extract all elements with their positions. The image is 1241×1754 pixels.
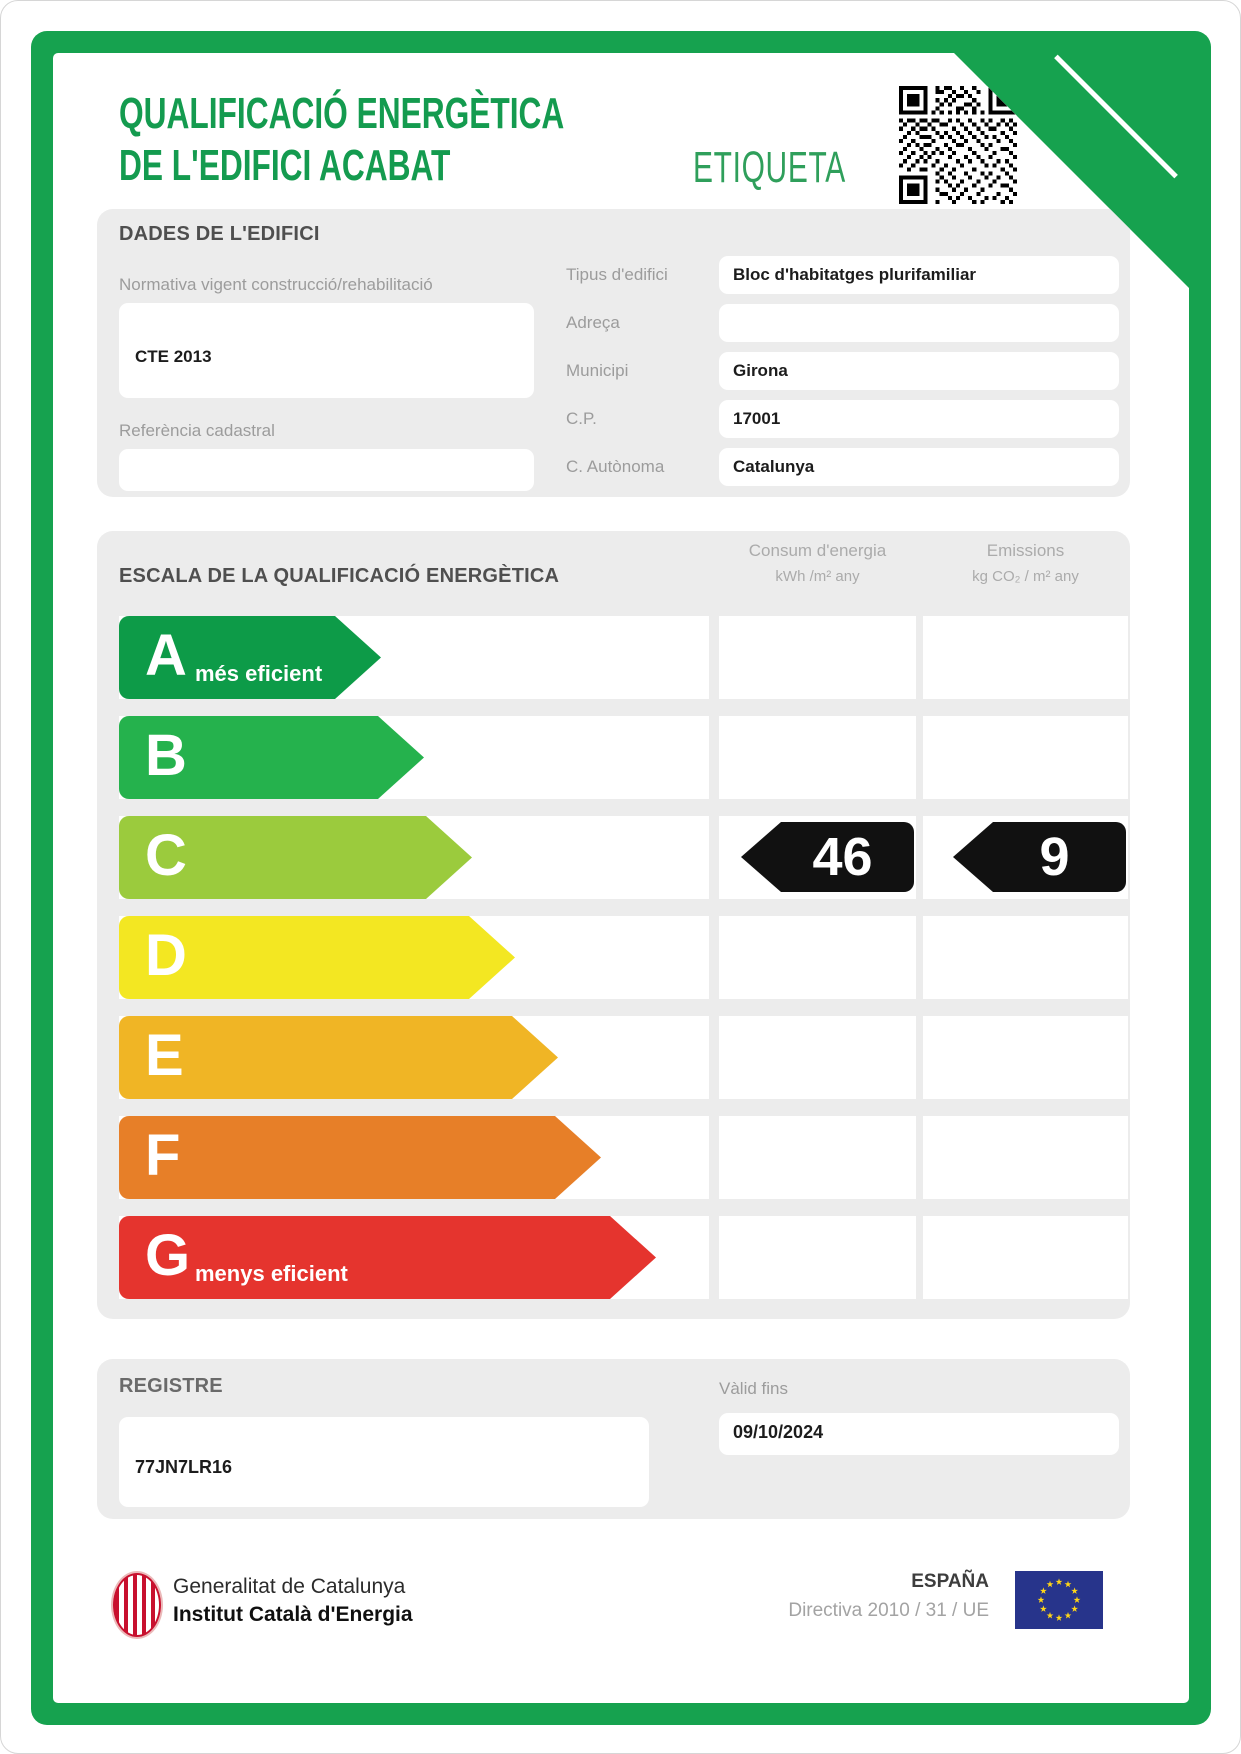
emissions-cell-d bbox=[923, 916, 1128, 999]
autonoma-label: C. Autònoma bbox=[566, 457, 665, 476]
footer-right-block: ESPAÑA Directiva 2010 / 31 / UE bbox=[788, 1571, 989, 1622]
scale-section-title: ESCALA DE LA QUALIFICACIÓ ENERGÈTICA bbox=[119, 565, 560, 587]
scale-letter-g: G bbox=[145, 1222, 191, 1288]
consum-cell-a bbox=[719, 616, 916, 699]
autonoma-field[interactable]: Catalunya bbox=[719, 448, 1119, 486]
emissions-value: 9 bbox=[1039, 827, 1070, 887]
normativa-field[interactable]: CTE 2013 bbox=[119, 303, 534, 398]
tipus-edifici-value: Bloc d'habitatges plurifamiliar bbox=[733, 265, 977, 284]
scale-letter-d: D bbox=[145, 922, 187, 988]
generalitat-line1: Generalitat de Catalunya bbox=[173, 1575, 406, 1598]
adreca-label: Adreça bbox=[566, 313, 620, 332]
ref-cadastral-field[interactable] bbox=[119, 449, 534, 491]
tipus-edifici-label: Tipus d'edifici bbox=[566, 265, 668, 284]
scale-arrow-b: B bbox=[119, 716, 424, 799]
consum-header-text: Consum d'energia bbox=[748, 541, 887, 560]
consum-cell-f bbox=[719, 1116, 916, 1199]
scale-letter-c: C bbox=[145, 822, 187, 888]
scale-arrow-d: D bbox=[119, 916, 515, 999]
etiqueta-label: ETIQUETA bbox=[693, 143, 846, 192]
emissions-value-arrow: 9 bbox=[953, 822, 1126, 892]
scale-letter-a: A bbox=[145, 622, 187, 688]
scale-sublabel-a: més eficient bbox=[195, 661, 323, 686]
valid-fins-value: 09/10/2024 bbox=[733, 1422, 824, 1442]
consum-column-header: Consum d'energia kWh /m² any bbox=[719, 541, 916, 585]
energy-scale-section: ESCALA DE LA QUALIFICACIÓ ENERGÈTICA Con… bbox=[97, 531, 1130, 1319]
consum-cell-d bbox=[719, 916, 916, 999]
valid-fins-field[interactable]: 09/10/2024 bbox=[719, 1413, 1119, 1455]
scale-letter-e: E bbox=[145, 1022, 184, 1088]
emissions-cell-e bbox=[923, 1016, 1128, 1099]
emissions-cell-b bbox=[923, 716, 1128, 799]
consum-cell-c: 46 bbox=[719, 816, 916, 899]
espana-label: ESPAÑA bbox=[911, 1571, 989, 1592]
scale-arrow-e: E bbox=[119, 1016, 558, 1099]
consum-value: 46 bbox=[812, 827, 873, 887]
consum-cell-b bbox=[719, 716, 916, 799]
consum-cell-g bbox=[719, 1216, 916, 1299]
emissions-units-text: kg CO₂ / m² any bbox=[972, 568, 1079, 585]
generalitat-line2: Institut Català d'Energia bbox=[173, 1603, 413, 1626]
page-title-line2: DE L'EDIFICI ACABAT bbox=[119, 141, 451, 190]
scale-arrow-a: A més eficient bbox=[119, 616, 381, 699]
emissions-column-header: Emissions kg CO₂ / m² any bbox=[923, 541, 1128, 585]
registre-section: REGISTRE 77JN7LR16 Vàlid fins 09/10/2024 bbox=[97, 1359, 1130, 1519]
building-section-title: DADES DE L'EDIFICI bbox=[119, 223, 320, 245]
scale-letter-b: B bbox=[145, 722, 187, 788]
consum-units-text: kWh /m² any bbox=[775, 568, 860, 585]
registre-number: 77JN7LR16 bbox=[135, 1457, 233, 1477]
tipus-edifici-field[interactable]: Bloc d'habitatges plurifamiliar bbox=[719, 256, 1119, 294]
valid-fins-label: Vàlid fins bbox=[719, 1379, 788, 1398]
emissions-cell-g bbox=[923, 1216, 1128, 1299]
scale-arrow-f: F bbox=[119, 1116, 601, 1199]
adreca-value bbox=[719, 304, 1119, 313]
cp-value: 17001 bbox=[733, 409, 781, 428]
ref-cadastral-label: Referència cadastral bbox=[119, 421, 275, 440]
generalitat-shield-icon bbox=[113, 1573, 161, 1637]
consum-value-arrow: 46 bbox=[741, 822, 914, 892]
scale-arrow-c: C bbox=[119, 816, 472, 899]
green-frame: QUALIFICACIÓ ENERGÈTICA DE L'EDIFICI ACA… bbox=[31, 31, 1211, 1725]
municipi-field[interactable]: Girona bbox=[719, 352, 1119, 390]
scale-arrow-g: G menys eficient bbox=[119, 1216, 656, 1299]
adreca-field[interactable] bbox=[719, 304, 1119, 342]
municipi-label: Municipi bbox=[566, 361, 629, 380]
cp-field[interactable]: 17001 bbox=[719, 400, 1119, 438]
qr-code-icon bbox=[899, 86, 1017, 204]
page-title-line1: QUALIFICACIÓ ENERGÈTICA bbox=[119, 89, 565, 138]
emissions-cell-f bbox=[923, 1116, 1128, 1199]
directiva-label: Directiva 2010 / 31 / UE bbox=[788, 1600, 989, 1621]
scale-sublabel-g: menys eficient bbox=[195, 1261, 348, 1286]
scale-letter-f: F bbox=[145, 1122, 181, 1188]
generalitat-logo-text: Generalitat de Catalunya Institut Català… bbox=[173, 1573, 413, 1629]
emissions-cell-c: 9 bbox=[923, 816, 1128, 899]
emissions-cell-a bbox=[923, 616, 1128, 699]
municipi-value: Girona bbox=[733, 361, 788, 380]
cp-label: C.P. bbox=[566, 409, 597, 428]
autonoma-value: Catalunya bbox=[733, 457, 815, 476]
certificate-body: QUALIFICACIÓ ENERGÈTICA DE L'EDIFICI ACA… bbox=[53, 53, 1189, 1703]
corner-fold-line bbox=[1054, 54, 1178, 179]
normativa-value: CTE 2013 bbox=[135, 347, 212, 366]
ref-cadastral-value bbox=[119, 449, 534, 458]
normativa-label: Normativa vigent construcció/rehabilitac… bbox=[119, 275, 433, 294]
eu-flag-icon bbox=[1015, 1571, 1103, 1629]
building-data-section: DADES DE L'EDIFICI Normativa vigent cons… bbox=[97, 209, 1130, 497]
emissions-header-text: Emissions bbox=[986, 541, 1065, 560]
registre-section-title: REGISTRE bbox=[119, 1375, 223, 1397]
consum-cell-e bbox=[719, 1016, 916, 1099]
registre-field[interactable]: 77JN7LR16 bbox=[119, 1417, 649, 1507]
